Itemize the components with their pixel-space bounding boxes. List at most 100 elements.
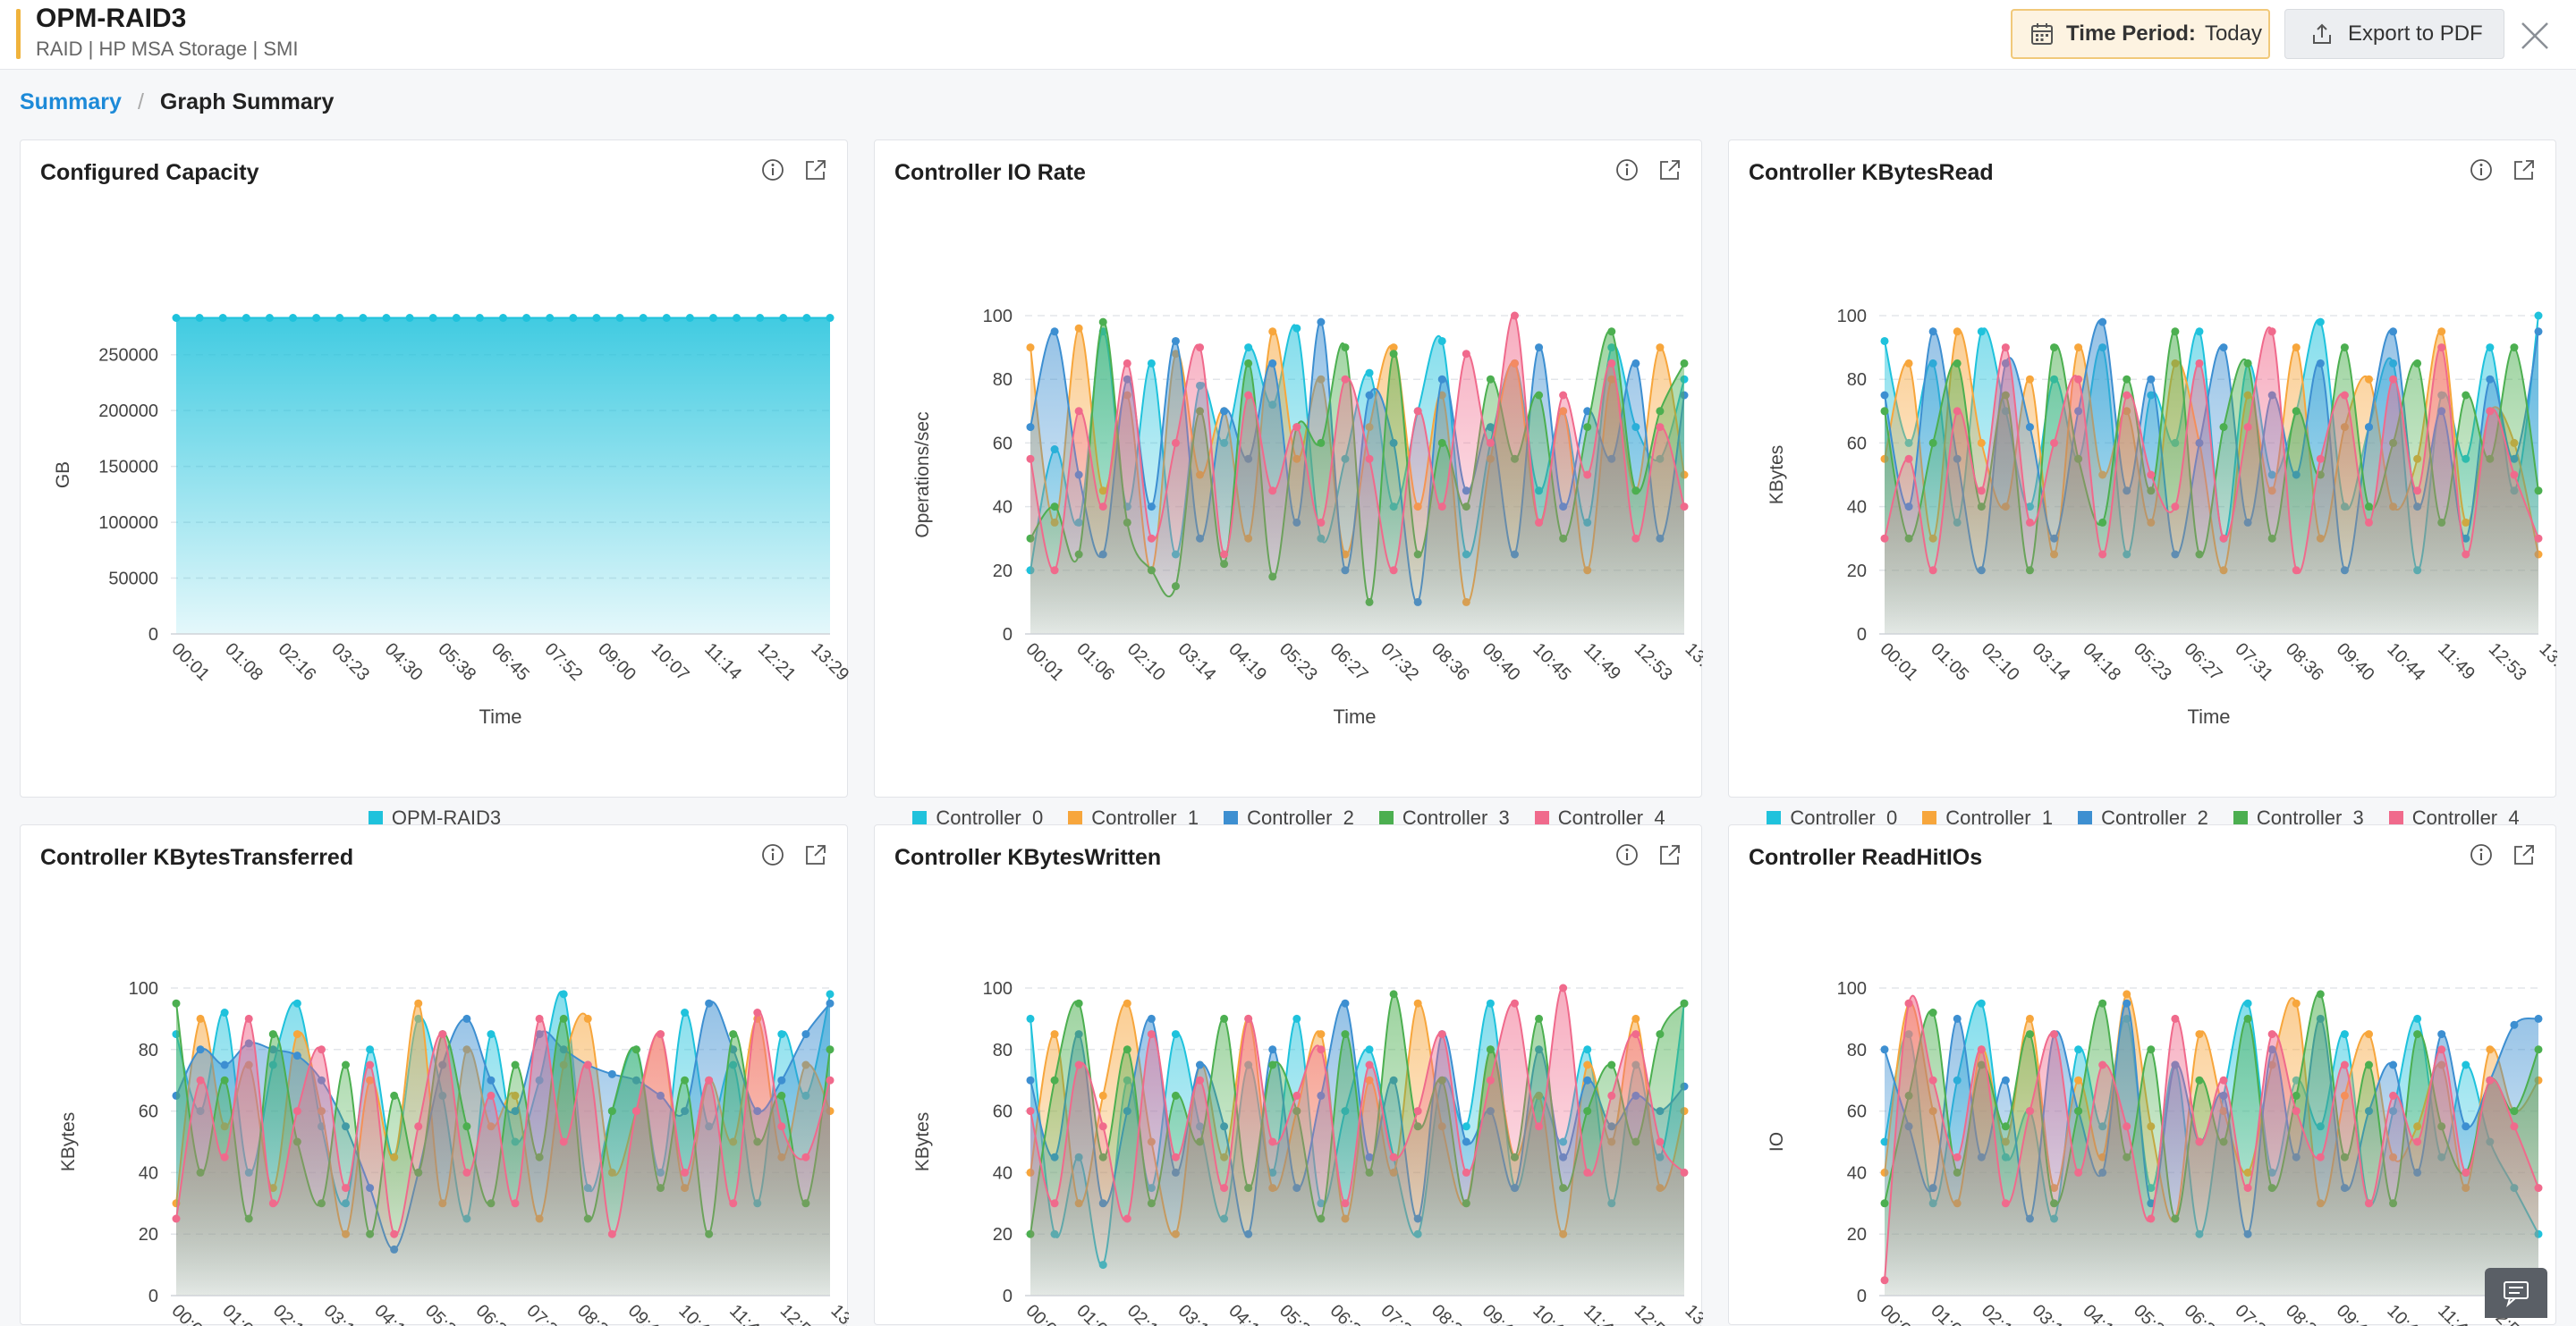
- card-title: Controller KBytesWritten: [894, 845, 1161, 871]
- data-point: [2535, 327, 2543, 335]
- data-point: [2437, 1045, 2445, 1053]
- data-point: [2341, 343, 2349, 351]
- open-external-icon[interactable]: [2512, 158, 2536, 182]
- data-point: [359, 314, 367, 322]
- y-tick-label: 80: [1847, 370, 1867, 390]
- data-point: [2123, 990, 2131, 998]
- data-point: [1462, 1169, 1470, 1177]
- data-point: [536, 1015, 544, 1023]
- x-tick-label: 08:36: [2282, 1301, 2327, 1326]
- y-tick-label: 150000: [98, 458, 158, 477]
- data-point: [592, 314, 600, 322]
- info-icon[interactable]: [2470, 158, 2493, 182]
- data-point: [1051, 566, 1059, 574]
- y-tick-label: 200000: [98, 401, 158, 421]
- data-point: [1978, 439, 1986, 447]
- data-point: [1027, 1015, 1035, 1023]
- data-point: [1292, 1092, 1301, 1100]
- chart-controller-readhitios: 020406080100IO00:01 01:05 02:10 03:14 04:18 0…: [1729, 888, 2557, 1326]
- data-point: [1656, 423, 1664, 431]
- data-point: [1123, 1000, 1131, 1008]
- data-point: [1929, 1009, 1937, 1017]
- open-external-icon[interactable]: [1658, 158, 1682, 182]
- data-point: [681, 1077, 689, 1085]
- data-point: [366, 1061, 374, 1069]
- card-controller-io-rate: Controller IO Rate 0 20 40 60 80 100 Operation…: [874, 139, 1702, 798]
- x-tick-label: 12:53: [776, 1301, 822, 1326]
- x-tick-label: 10:07: [648, 639, 693, 685]
- data-point: [826, 1077, 835, 1085]
- data-point: [1172, 1030, 1180, 1038]
- data-point: [2195, 1030, 2203, 1038]
- data-point: [173, 314, 181, 322]
- x-tick-label: 00:01: [1021, 1301, 1067, 1326]
- info-icon[interactable]: [761, 843, 784, 866]
- time-period-button[interactable]: Time Period: Today: [2011, 9, 2270, 59]
- info-icon[interactable]: [1615, 158, 1639, 182]
- x-axis-label: Time: [479, 705, 521, 728]
- open-external-icon[interactable]: [1658, 843, 1682, 866]
- x-tick-label: 07:31: [1377, 1301, 1422, 1326]
- x-tick-label: 05:23: [1275, 1301, 1321, 1326]
- data-point: [2317, 359, 2325, 367]
- breadcrumb-summary-link[interactable]: Summary: [20, 89, 122, 114]
- close-icon[interactable]: [2517, 18, 2553, 54]
- data-point: [2123, 1122, 2131, 1130]
- x-tick-label: 03:14: [1174, 639, 1220, 685]
- data-point: [1929, 439, 1937, 447]
- legend-swatch: [369, 811, 383, 825]
- legend-swatch: [1224, 811, 1238, 825]
- card-title: Controller IO Rate: [894, 160, 1086, 186]
- data-point: [1341, 376, 1349, 384]
- data-point: [2413, 1030, 2421, 1038]
- data-point: [2341, 1061, 2349, 1069]
- x-tick-label: 12:53: [1631, 1301, 1676, 1326]
- data-point: [1268, 1045, 1276, 1053]
- export-pdf-button[interactable]: Export to PDF: [2284, 9, 2504, 59]
- y-tick-label: 50000: [108, 570, 158, 589]
- data-point: [1341, 343, 1349, 351]
- x-tick-label: 05:23: [1275, 639, 1321, 685]
- data-point: [1123, 359, 1131, 367]
- x-tick-label: 03:14: [2029, 1301, 2074, 1326]
- data-point: [1681, 359, 1689, 367]
- data-point: [1583, 1107, 1591, 1115]
- data-point: [733, 314, 741, 322]
- open-external-icon[interactable]: [804, 158, 827, 182]
- data-point: [681, 1169, 689, 1177]
- data-point: [2510, 1107, 2518, 1115]
- data-point: [2365, 376, 2373, 384]
- data-point: [2098, 318, 2106, 326]
- x-tick-label: 01:05: [1927, 1301, 1972, 1326]
- x-tick-label: 03:23: [327, 639, 373, 685]
- data-point: [1220, 407, 1228, 415]
- data-point: [1511, 1000, 1519, 1008]
- x-tick-label: 02:10: [1978, 1301, 2023, 1326]
- data-point: [1366, 369, 1374, 377]
- data-point: [342, 1184, 350, 1192]
- data-point: [1244, 392, 1252, 400]
- info-icon[interactable]: [761, 158, 784, 182]
- data-point: [487, 1092, 495, 1100]
- data-point: [2292, 343, 2301, 351]
- info-icon[interactable]: [2470, 843, 2493, 866]
- data-point: [289, 314, 297, 322]
- open-external-icon[interactable]: [2512, 843, 2536, 866]
- legend-swatch: [1922, 811, 1936, 825]
- data-point: [1051, 1030, 1059, 1038]
- device-subtitle: RAID | HP MSA Storage | SMI: [36, 38, 298, 61]
- data-point: [560, 990, 568, 998]
- open-external-icon[interactable]: [804, 843, 827, 866]
- data-point: [390, 1230, 398, 1238]
- data-point: [2413, 359, 2421, 367]
- x-tick-label: 11:49: [1580, 639, 1624, 684]
- data-point: [2292, 407, 2301, 415]
- data-point: [1631, 535, 1640, 543]
- info-icon[interactable]: [1615, 843, 1639, 866]
- data-point: [2220, 343, 2228, 351]
- chat-button[interactable]: [2485, 1268, 2547, 1318]
- y-tick-label: 20: [1847, 562, 1867, 581]
- data-point: [801, 1030, 809, 1038]
- data-point: [640, 314, 648, 322]
- data-point: [1268, 486, 1276, 494]
